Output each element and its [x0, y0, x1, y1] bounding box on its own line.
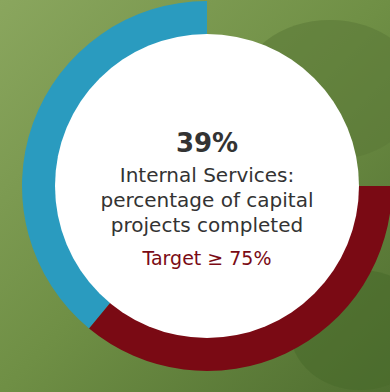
ring — [22, 1, 390, 371]
value-label: 39% — [176, 128, 238, 158]
target-label: Target ≥ 75% — [141, 247, 271, 269]
title: Internal Services:percentage of capitalp… — [100, 163, 313, 237]
center-disc — [55, 34, 359, 338]
chart: 39% Internal Services:percentage of capit… — [0, 0, 390, 392]
